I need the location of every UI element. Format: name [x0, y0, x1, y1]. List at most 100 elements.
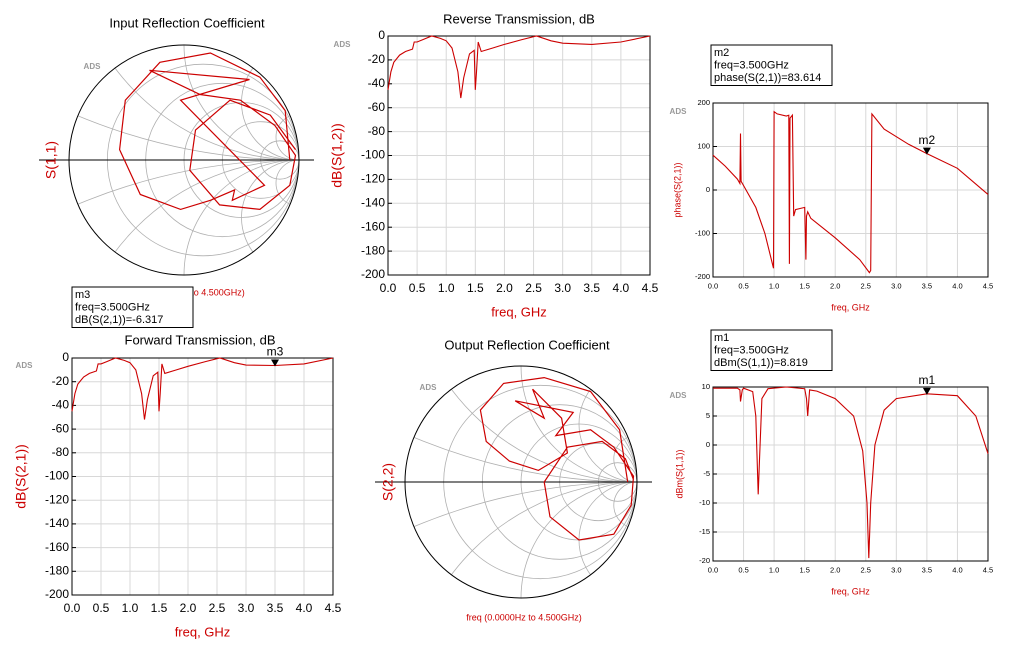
- y-tick-label: -140: [361, 195, 385, 209]
- y-tick-label: -180: [361, 243, 385, 257]
- reactance-arc: [241, 159, 299, 275]
- y-tick-label: -80: [52, 445, 70, 459]
- x-tick-label: 3.5: [583, 281, 600, 295]
- x-tick-label: 3.5: [922, 565, 932, 574]
- y-tick-label: 100: [697, 141, 710, 150]
- y-axis-label: S(1,1): [43, 141, 59, 179]
- x-axis-label: freq, GHz: [831, 586, 870, 596]
- marker-readout: freq=3.500GHz: [714, 59, 789, 71]
- sweep-caption: freq (0.0000Hz to 4.500GHz): [466, 612, 582, 622]
- trace: [479, 376, 635, 541]
- y-axis-label: phase(S(2,1)): [672, 162, 682, 217]
- y-tick-label: -200: [45, 587, 69, 601]
- x-tick-label: 4.5: [325, 601, 342, 615]
- marker-readout: dB(S(2,1))=-6.317: [75, 314, 163, 326]
- watermark: ADS: [16, 361, 34, 370]
- marker-name: m2: [919, 133, 936, 147]
- x-tick-label: 4.5: [642, 281, 659, 295]
- reactance-arc: [578, 366, 637, 483]
- watermark: ADS: [420, 383, 438, 392]
- x-tick-label: 3.5: [267, 601, 284, 615]
- x-tick-label: 1.5: [799, 565, 809, 574]
- x-tick-label: 4.0: [952, 281, 962, 290]
- y-tick-label: -80: [368, 124, 386, 138]
- marker-box: [710, 44, 833, 86]
- y-tick-label: 0: [378, 28, 385, 42]
- x-tick-label: 2.5: [861, 565, 871, 574]
- x-tick-label: 4.0: [952, 565, 962, 574]
- y-tick-label: -40: [368, 76, 386, 90]
- marker-box-name: m3: [75, 289, 90, 301]
- trace: [387, 35, 651, 99]
- y-tick-label: 0: [706, 440, 710, 449]
- plot-frame: [712, 386, 989, 562]
- x-tick-label: 2.0: [830, 281, 840, 290]
- chart-title: Input Reflection Coefficient: [109, 15, 265, 30]
- x-tick-label: 3.5: [922, 281, 932, 290]
- watermark: ADS: [334, 40, 352, 49]
- x-tick-label: 4.5: [983, 565, 993, 574]
- y-axis-label: dB(S(2,1)): [13, 444, 29, 509]
- y-axis-label: dBm(S(1,1)): [674, 449, 684, 498]
- x-tick-label: 0.0: [64, 601, 81, 615]
- y-tick-label: -120: [45, 492, 69, 506]
- x-axis-label: freq, GHz: [831, 302, 870, 312]
- plot-frame: [71, 357, 334, 596]
- chart-title: Output Reflection Coefficient: [444, 337, 610, 352]
- x-tick-label: 2.5: [525, 281, 542, 295]
- trace: [712, 110, 989, 274]
- y-tick-label: -15: [699, 527, 710, 536]
- marker-readout: dBm(S(1,1))=8.819: [714, 357, 808, 369]
- marker-readout: phase(S(2,1))=83.614: [714, 72, 821, 84]
- y-axis-label: dB(S(1,2)): [329, 123, 345, 188]
- trace: [713, 386, 989, 559]
- watermark: ADS: [84, 62, 102, 71]
- x-tick-label: 1.0: [438, 281, 455, 295]
- y-tick-label: -5: [703, 469, 710, 478]
- x-tick-label: 2.5: [209, 601, 226, 615]
- plot-frame: [712, 102, 989, 278]
- x-tick-label: 2.0: [830, 565, 840, 574]
- reactance-arc: [275, 113, 299, 161]
- y-tick-label: -40: [52, 398, 70, 412]
- watermark: ADS: [670, 107, 688, 116]
- marker-name: m3: [267, 345, 284, 359]
- marker-name: m1: [919, 373, 936, 387]
- x-tick-label: 1.0: [769, 281, 779, 290]
- x-tick-label: 1.0: [122, 601, 139, 615]
- y-tick-label: -140: [45, 516, 69, 530]
- marker-triangle: [922, 387, 931, 395]
- x-tick-label: 1.5: [151, 601, 168, 615]
- y-tick-label: -100: [695, 228, 710, 237]
- x-tick-label: 2.5: [861, 281, 871, 290]
- trace: [118, 52, 297, 211]
- y-tick-label: -20: [699, 556, 710, 565]
- x-tick-label: 0.0: [708, 565, 718, 574]
- x-tick-label: 3.0: [891, 281, 901, 290]
- y-axis-label: S(2,2): [380, 463, 396, 501]
- watermark: ADS: [670, 391, 688, 400]
- x-tick-label: 1.5: [799, 281, 809, 290]
- x-tick-label: 0.5: [409, 281, 426, 295]
- marker-box-name: m1: [714, 332, 729, 344]
- marker-box: [710, 329, 833, 371]
- chart-title: Reverse Transmission, dB: [443, 11, 595, 26]
- y-tick-label: 10: [702, 382, 710, 391]
- marker-box: [71, 286, 194, 328]
- y-tick-label: -20: [368, 52, 386, 66]
- x-tick-label: 3.0: [554, 281, 571, 295]
- y-tick-label: 0: [62, 350, 69, 364]
- y-tick-label: -10: [699, 498, 710, 507]
- y-tick-label: -60: [52, 421, 70, 435]
- x-axis-label: freq, GHz: [491, 304, 547, 319]
- chart-title: Forward Transmission, dB: [125, 332, 276, 347]
- x-tick-label: 0.5: [738, 281, 748, 290]
- x-tick-label: 2.0: [180, 601, 197, 615]
- x-tick-label: 4.0: [296, 601, 313, 615]
- x-tick-label: 3.0: [238, 601, 255, 615]
- marker-triangle: [922, 147, 931, 155]
- reactance-arc: [241, 45, 299, 161]
- x-tick-label: 4.5: [983, 281, 993, 290]
- reactance-arc: [275, 159, 299, 207]
